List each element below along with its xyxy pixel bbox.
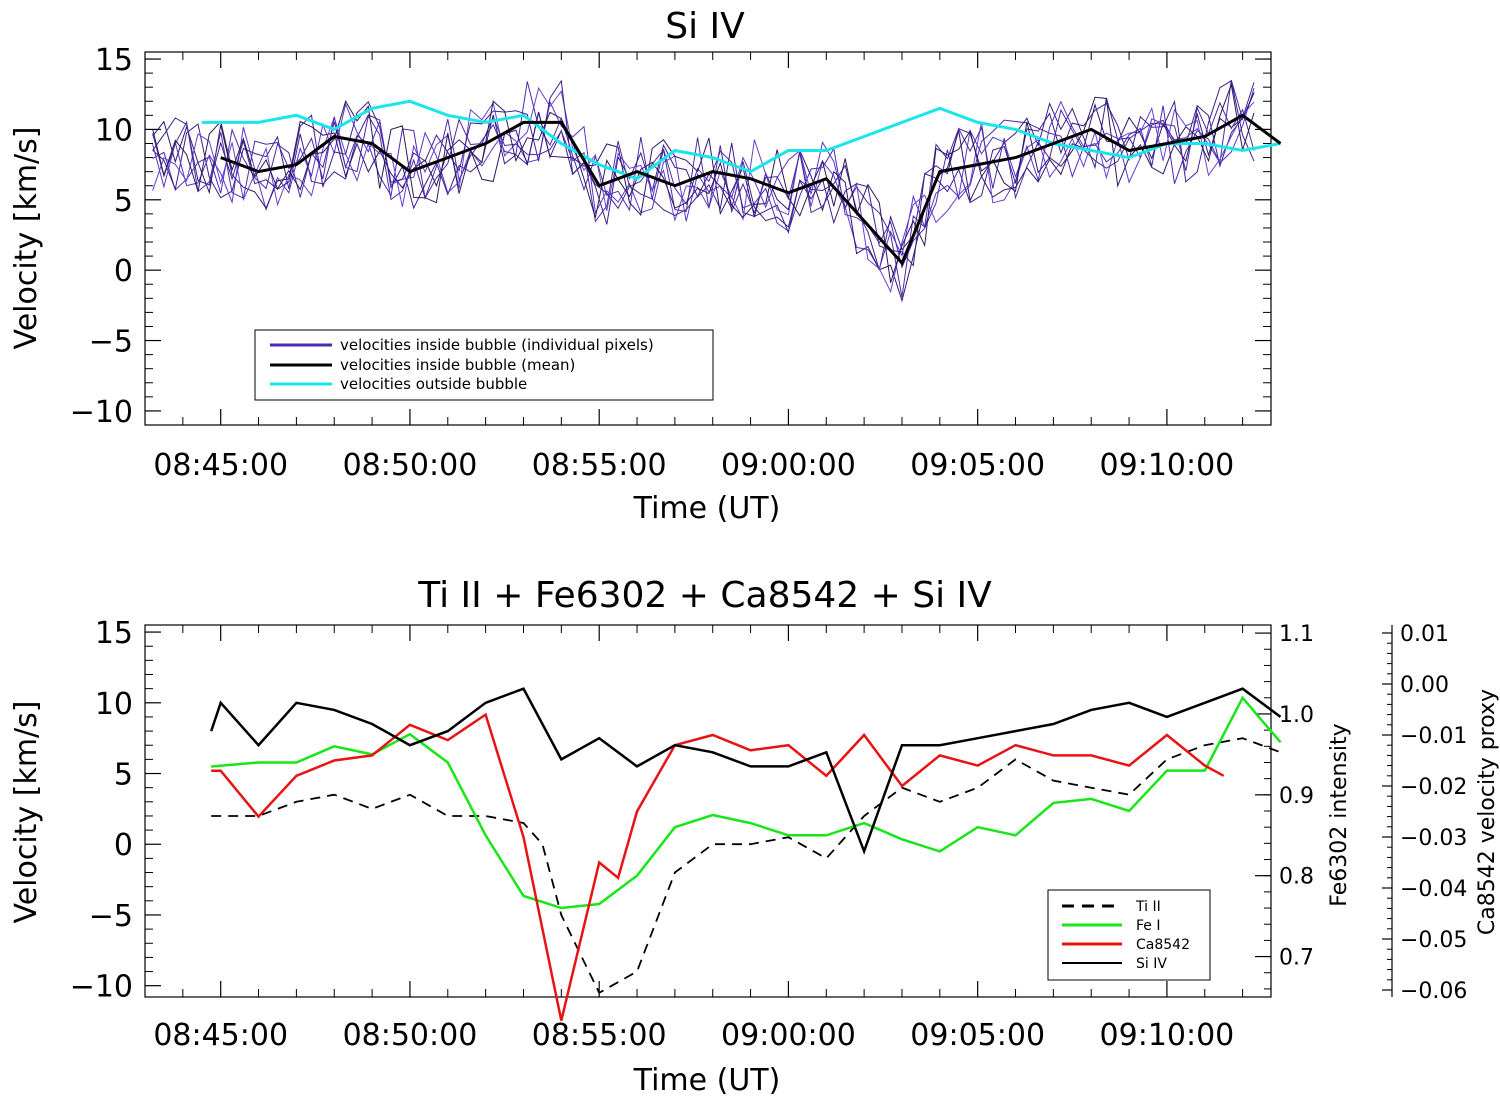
axis-ticks: 15 10 5 0 −5 −10 08:45:00 08:50:00 08:55:00 09:00… xyxy=(70,616,1468,1053)
ca-tick-label: 0.00 xyxy=(1400,673,1449,698)
series-line xyxy=(220,113,1282,266)
y-tick-label: −5 xyxy=(89,325,133,360)
pixel-series-line xyxy=(152,101,1255,298)
ca-tick-label: −0.04 xyxy=(1400,877,1467,902)
x-tick-label: 09:05:00 xyxy=(910,1018,1045,1053)
legend-label: Fe I xyxy=(1136,918,1160,934)
y-tick-label: 15 xyxy=(95,616,133,651)
x-tick-label: 09:05:00 xyxy=(910,448,1045,483)
ca-tick-label: 0.01 xyxy=(1400,622,1449,647)
y-tick-label: −10 xyxy=(70,970,133,1005)
legend: Ti II Fe I Ca8542 Si IV xyxy=(1047,889,1211,981)
right-axis-title-fe: Fe6302 intensity xyxy=(1327,723,1352,906)
y-tick-label: 10 xyxy=(95,687,133,722)
right-axis-title-ca: Ca8542 velocity proxy xyxy=(1475,689,1500,935)
pixel-series-line xyxy=(152,82,1255,283)
legend: velocities inside bubble (individual pix… xyxy=(254,329,714,401)
y-tick-label: 0 xyxy=(114,828,133,863)
x-tick-label: 09:00:00 xyxy=(721,1018,856,1053)
x-tick-label: 08:55:00 xyxy=(532,448,667,483)
x-tick-label: 08:50:00 xyxy=(343,448,478,483)
series-line xyxy=(201,99,1281,181)
x-tick-label: 08:55:00 xyxy=(532,1018,667,1053)
x-tick-label: 08:45:00 xyxy=(153,1018,288,1053)
y-axis-title: Velocity [km/s] xyxy=(9,701,44,924)
fe-tick-label: 0.8 xyxy=(1279,865,1314,890)
x-tick-label: 08:45:00 xyxy=(153,448,288,483)
y-tick-label: 0 xyxy=(114,254,133,289)
axis-ticks: 15 10 5 0 −5 −10 08:45:00 08:50:00 08:55:00 09:00… xyxy=(70,43,1271,483)
chart-title: Ti II + Fe6302 + Ca8542 + Si IV xyxy=(417,575,992,616)
x-tick-label: 09:00:00 xyxy=(721,448,856,483)
x-axis-title: Time (UT) xyxy=(633,491,781,526)
panel-si-iv: Si IV 15 10 5 0 −5 −10 08:45:00 08:50:00 08:55:0… xyxy=(9,6,1282,526)
plot-frame xyxy=(144,51,1272,426)
legend-box xyxy=(1047,889,1211,981)
x-tick-label: 09:10:00 xyxy=(1100,448,1235,483)
pixel-series-line xyxy=(152,87,1255,270)
legend-label: velocities outside bubble xyxy=(340,375,527,393)
series-group xyxy=(210,687,1282,1021)
series-line xyxy=(211,695,1282,910)
fe-tick-label: 0.7 xyxy=(1279,946,1314,971)
y-tick-label: −10 xyxy=(70,395,133,430)
fe-tick-label: 1.0 xyxy=(1279,703,1314,728)
series-group xyxy=(201,99,1282,266)
chart-title: Si IV xyxy=(665,6,745,47)
legend-label: velocities inside bubble (mean) xyxy=(340,356,575,374)
y-tick-label: 5 xyxy=(114,184,133,219)
y-tick-label: 5 xyxy=(114,758,133,793)
fe-tick-label: 1.1 xyxy=(1279,622,1314,647)
y-axis-title: Velocity [km/s] xyxy=(9,127,44,350)
x-axis-title: Time (UT) xyxy=(633,1063,781,1098)
ca-tick-label: −0.05 xyxy=(1400,928,1467,953)
x-tick-label: 09:10:00 xyxy=(1100,1018,1235,1053)
y-tick-label: 15 xyxy=(95,43,133,78)
ca-tick-label: −0.03 xyxy=(1400,826,1467,851)
ca-tick-label: −0.06 xyxy=(1400,979,1467,1004)
y-tick-label: 10 xyxy=(95,113,133,148)
series-line xyxy=(211,712,1225,1021)
ca-tick-label: −0.02 xyxy=(1400,775,1467,800)
y-tick-label: −5 xyxy=(89,899,133,934)
series-line xyxy=(210,687,1282,855)
legend-label: velocities inside bubble (individual pix… xyxy=(340,336,654,354)
ca-tick-label: −0.01 xyxy=(1400,724,1467,749)
legend-label: Ca8542 xyxy=(1136,937,1190,953)
pixel-series-group xyxy=(152,79,1255,303)
fe-tick-label: 0.9 xyxy=(1279,784,1314,809)
panel-combined: Ti II + Fe6302 + Ca8542 + Si IV 15 10 5 0 −5… xyxy=(9,575,1500,1098)
legend-label: Ti II xyxy=(1135,899,1161,915)
x-tick-label: 08:50:00 xyxy=(343,1018,478,1053)
legend-label: Si IV xyxy=(1136,956,1167,972)
